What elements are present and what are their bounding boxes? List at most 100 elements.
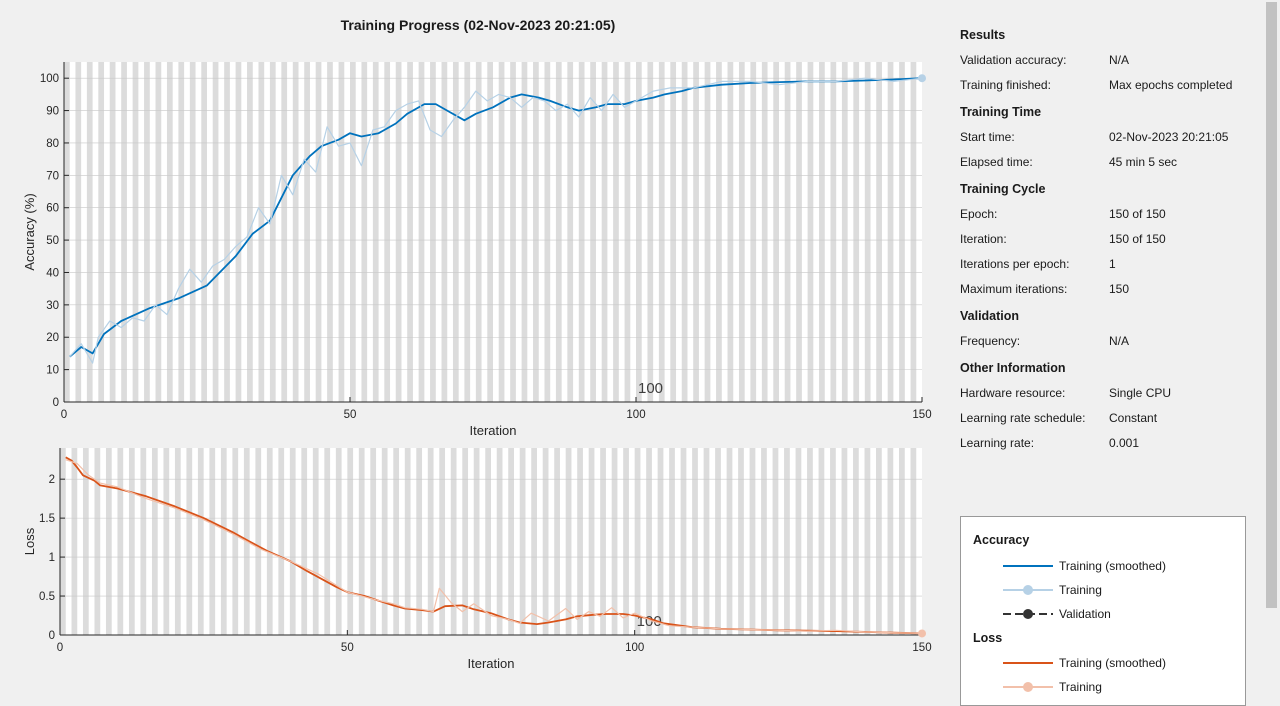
final-point-marker [918,629,926,638]
epoch-stripe [807,448,813,635]
epoch-stripe [590,62,596,402]
epoch-stripe [703,448,710,635]
info-row: Frequency: N/A [960,332,1260,357]
epoch-stripe [716,62,722,402]
legend-loss-heading: Loss [973,631,1003,645]
smoothed-line-icon [1003,565,1053,567]
info-value: N/A [1109,334,1130,348]
epoch-stripe [452,62,459,402]
epoch-stripe [830,448,836,635]
info-row: Start time: 02-Nov-2023 20:21:05 [960,128,1260,153]
epoch-stripe [899,448,905,635]
info-value: N/A [1109,53,1130,67]
x-tick-label: 50 [344,409,357,421]
other-information-heading: Other Information [960,361,1066,375]
epoch-stripe [350,62,356,402]
y-tick-label: 2 [49,474,55,486]
x-tick-label: 150 [912,409,931,421]
info-row: Learning rate schedule: Constant [960,409,1260,434]
y-tick-label: 1.5 [39,513,55,525]
epoch-stripe [109,62,116,402]
epoch-stripe [71,448,78,635]
epoch-stripe [82,448,89,635]
epoch-stripe [393,448,400,635]
y-tick-label: 80 [46,138,59,150]
epoch-stripe [818,448,825,635]
epoch-stripe [132,62,139,402]
epoch-stripe [335,448,342,635]
epoch-stripe [795,448,802,635]
epoch-stripe [140,448,147,635]
legend-label: Training (smoothed) [1059,559,1166,573]
x-axis-label: Iteration [470,423,517,438]
epoch-stripe [473,448,480,635]
legend-label: Training (smoothed) [1059,656,1166,670]
info-key: Validation accuracy: [960,53,1067,67]
epoch-stripe [899,62,905,402]
epoch-stripe [117,448,124,635]
y-tick-label: 100 [40,73,59,85]
epoch-stripe [807,62,814,402]
legend-item: Training [1003,581,1233,599]
y-tick-label: 90 [46,106,59,118]
epoch-stripe [542,448,549,635]
info-row: Validation accuracy: N/A [960,51,1260,76]
epoch-stripe [623,448,629,635]
epoch-stripe [485,448,491,635]
epoch-stripe [358,448,365,635]
epoch-stripe [761,62,768,402]
info-key: Elapsed time: [960,155,1033,169]
y-tick-label: 1 [49,552,55,564]
info-key: Iteration: [960,232,1007,246]
legend-accuracy-heading: Accuracy [973,533,1030,547]
x-tick-label: 50 [341,642,354,654]
epoch-annotation: 100 [638,380,663,397]
epoch-stripe [416,448,423,635]
epoch-stripe [611,448,618,635]
epoch-stripe [887,62,894,402]
epoch-stripe [462,448,469,635]
epoch-stripe [224,62,230,402]
epoch-stripe [289,448,296,635]
epoch-stripe [577,448,583,635]
epoch-stripe [565,448,572,635]
info-key: Iterations per epoch: [960,257,1070,271]
epoch-stripe [519,448,526,635]
epoch-stripe [554,448,560,635]
epoch-stripe [669,448,675,635]
epoch-stripe [86,62,93,402]
y-tick-label: 70 [46,170,59,182]
epoch-stripe [864,448,871,635]
marker-line-icon [1003,585,1053,595]
epoch-stripe [555,62,562,402]
y-tick-label: 30 [46,300,59,312]
epoch-stripe [197,448,204,635]
smoothed-line-icon [1003,662,1053,664]
epoch-stripe [381,448,388,635]
epoch-stripe [567,62,574,402]
epoch-stripe [680,448,687,635]
epoch-stripe [212,62,219,402]
epoch-stripe [151,448,158,635]
epoch-stripe [636,62,642,402]
epoch-stripe [634,448,641,635]
legend-label: Validation [1059,607,1111,621]
epoch-stripe [361,62,368,402]
epoch-stripe [384,62,391,402]
x-tick-label: 0 [57,642,63,654]
epoch-stripe [521,62,528,402]
epoch-stripe [189,62,196,402]
epoch-stripe [646,448,652,635]
epoch-stripe [430,62,436,402]
series-line-training [69,77,923,364]
epoch-stripe [266,448,273,635]
scrollbar-thumb[interactable] [1266,2,1277,608]
epoch-stripe [144,62,150,402]
final-point-marker [918,74,926,83]
epoch-stripe [441,62,448,402]
epoch-stripe [98,62,105,402]
series-line-training [65,459,923,634]
epoch-stripe [404,448,411,635]
chart-title: Training Progress (02-Nov-2023 20:21:05) [340,17,616,33]
validation-heading: Validation [960,309,1020,323]
